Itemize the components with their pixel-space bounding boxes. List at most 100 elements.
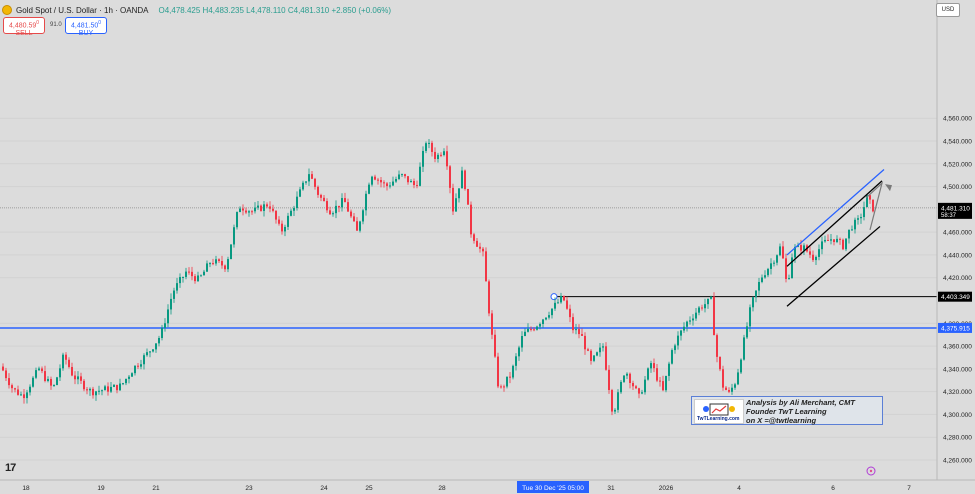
candle-body [179,277,181,284]
buy-price-sup: 0 [98,20,102,26]
candle-body [341,198,343,208]
candle-body [143,355,145,365]
candle-body [344,198,346,203]
candle-body [35,370,37,378]
trend-channel[interactable] [786,168,892,307]
candle-body [512,365,514,378]
candle-body [491,313,493,335]
candle-body [275,210,277,220]
candle-body [719,356,721,370]
sell-price-sup: 0 [36,20,40,26]
candle-body [575,329,577,331]
price-badge-countdown: 58:37 [941,213,957,219]
candle-body [527,328,529,332]
candle-body [410,180,412,183]
projection-path [865,181,884,231]
x-tick-label: 31 [607,485,615,492]
chart-grid [0,117,937,461]
candle-body [86,389,88,391]
x-tick-label: 23 [245,485,253,492]
candle-body [404,174,406,177]
annotation-line-2: Founder TwT Learning [746,407,827,416]
candle-body [785,258,787,279]
candle-body [671,350,673,364]
buy-button[interactable]: 4,481.500 BUY [65,17,107,37]
channel-trendline [786,180,883,267]
candle-body [317,186,319,195]
candle-body [257,205,259,208]
candle-body [452,187,454,212]
candle-body [518,347,520,357]
x-tick-label: 21 [152,485,160,492]
candle-body [149,351,151,353]
candle-body [476,240,478,247]
candle-body [800,245,802,251]
tradingview-logo-icon[interactable]: 17 [5,462,16,474]
ohlc-close: C4,481.310 [287,5,330,15]
candle-body [320,194,322,198]
candle-body [530,328,532,330]
candle-body [386,183,388,187]
candle-body [68,359,70,367]
candle-body [710,296,712,299]
candle-body [818,249,820,257]
x-crosshair-label: Tue 30 Dec '25 05:00 [522,485,584,492]
candle-body [752,297,754,308]
time-axis[interactable]: 18 19 21 23 24 25 28 31 2026 4 6 7 Tue 30 Dec '25 05… [0,479,975,493]
currency-selector[interactable]: USD [936,3,960,17]
candle-body [356,221,358,231]
candle-body [359,221,361,231]
y-tick-label: 4,280.000 [943,435,972,442]
candle-body [266,204,268,207]
replay-icon-dot [869,469,873,473]
candle-body [725,387,727,391]
y-tick-label: 4,360.000 [943,344,972,351]
y-tick-label: 4,540.000 [943,138,972,145]
candle-body [617,392,619,410]
candle-body [536,326,538,330]
candle-body [314,178,316,187]
candle-body [701,307,703,309]
horizontal-levels[interactable] [0,207,937,329]
candle-body [146,352,148,356]
candle-body [125,378,127,384]
candle-body [695,312,697,319]
candle-body [89,388,91,391]
candle-body [803,245,805,251]
channel-trendline [786,225,881,307]
candle-body [566,300,568,309]
candle-body [215,259,217,264]
candle-body [767,268,769,276]
candle-body [302,182,304,190]
candle-body [551,308,553,316]
candle-body [203,271,205,276]
candle-body [209,263,211,265]
candle-body [608,369,610,391]
candle-body [80,376,82,381]
candle-body [92,388,94,396]
candle-body [422,150,424,167]
candle-body [182,276,184,278]
candle-body [44,371,46,381]
candle-body [164,323,166,328]
x-crosshair-badge [517,481,589,493]
symbol-title[interactable]: Gold Spot / U.S. Dollar · 1h · OANDA [16,5,149,15]
candle-body [863,207,865,218]
price-axis[interactable]: 4,260.000 4,280.000 4,300.000 4,320.000 4,34… [936,0,972,480]
candle-body [176,283,178,291]
candle-body [866,195,868,208]
candle-body [158,338,160,344]
candle-body [254,207,256,212]
candle-body [668,363,670,376]
analysis-annotation[interactable]: TwTLearning.com Analysis by Ali Merchant… [691,396,883,425]
candle-body [548,315,550,318]
candle-body [506,376,508,387]
candle-body [224,265,226,270]
sell-button[interactable]: 4,480.590 SELL [3,17,45,37]
x-tick-label: 18 [22,485,30,492]
candle-body [242,208,244,211]
candle-body [152,349,154,352]
candle-body [248,211,250,213]
